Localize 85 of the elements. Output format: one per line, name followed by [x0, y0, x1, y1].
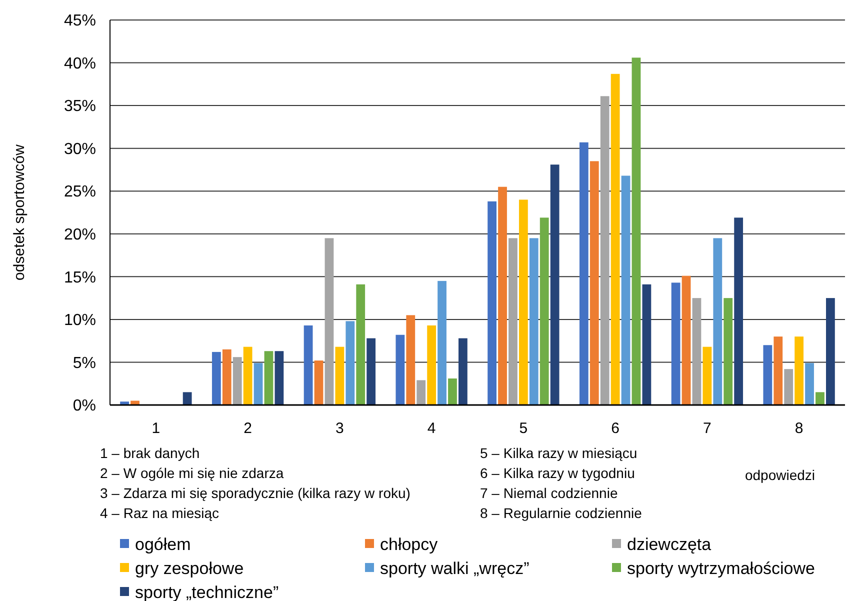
x-tick-label: 5	[519, 420, 528, 437]
bar	[264, 351, 274, 405]
bar	[702, 346, 712, 405]
x-tick-label: 1	[152, 420, 160, 437]
y-tick-label: 5%	[72, 354, 96, 372]
bar	[550, 164, 560, 405]
bar	[763, 345, 772, 405]
bar	[488, 201, 496, 405]
y-tick-label: 0%	[72, 398, 96, 415]
text: 8 – Regularnie codziennie	[480, 505, 642, 521]
bar	[427, 325, 436, 405]
y-tick-label: 30%	[64, 140, 96, 158]
bar	[498, 186, 507, 405]
legend-label: ogółem	[135, 534, 191, 554]
text: 7 – Niemal codziennie	[480, 485, 618, 501]
bar	[621, 176, 630, 405]
bar	[416, 380, 426, 405]
text: 4 – Raz na miesiąc	[100, 505, 220, 521]
bar	[692, 298, 702, 405]
bar	[816, 392, 824, 405]
y-tick-label: 25%	[64, 184, 96, 201]
bar	[346, 321, 355, 405]
legend-label: dziewczęta	[627, 534, 712, 554]
bar	[222, 349, 232, 405]
bar	[682, 276, 691, 405]
bar	[671, 282, 680, 405]
x-axis-title: odpowiedzi	[744, 467, 816, 483]
bar	[579, 142, 588, 405]
bar	[600, 96, 610, 405]
bar	[826, 298, 835, 405]
x-tick-label: 2	[244, 420, 252, 437]
bar	[182, 392, 192, 405]
bar	[324, 238, 334, 405]
legend-label: sporty wytrzymałościowe	[627, 558, 815, 578]
y-tick-label: 20%	[64, 226, 96, 244]
bar	[232, 357, 242, 405]
bar	[438, 280, 446, 405]
bar	[304, 325, 313, 405]
bar	[356, 284, 366, 405]
x-tick-label: 8	[794, 420, 804, 437]
bar	[448, 378, 457, 405]
bar	[529, 238, 538, 405]
bar	[406, 315, 416, 405]
text: 6 – Kilka razy w tygodniu	[480, 465, 635, 481]
bar	[794, 336, 804, 405]
x-tick-label: 3	[336, 420, 344, 437]
text: 3 – Zdarza mi się sporadycznie (kilka razy w roku)	[100, 485, 410, 501]
y-axis-title: odsetek sportowców	[11, 144, 28, 280]
y-tick-label: 40%	[64, 55, 96, 72]
bar	[458, 338, 468, 405]
bar	[518, 200, 528, 405]
bar	[212, 352, 221, 405]
bar	[366, 338, 376, 405]
bar	[396, 334, 405, 405]
bar	[642, 284, 652, 405]
legend-label: chłopcy	[380, 534, 438, 554]
bar	[540, 218, 549, 405]
text: 1 – brak danych	[100, 445, 200, 461]
bar	[774, 336, 783, 405]
bar	[314, 360, 324, 405]
bar	[243, 346, 252, 405]
text: 2 – W ogóle mi się nie zdarza	[100, 465, 284, 481]
bar	[590, 161, 599, 405]
x-tick-label: 6	[611, 420, 620, 437]
bar	[610, 74, 620, 405]
bar	[274, 351, 284, 405]
x-tick-label: 7	[703, 420, 712, 437]
bar	[805, 363, 814, 405]
bar	[130, 400, 140, 405]
y-tick-label: 10%	[64, 312, 96, 330]
legend-label: sporty walki „wręcz”	[380, 558, 530, 578]
legend-label: gry zespołowe	[135, 558, 244, 578]
x-tick-label: 4	[427, 420, 436, 437]
bar	[784, 369, 794, 405]
bar	[632, 58, 641, 405]
y-tick-label: 15%	[64, 269, 96, 286]
bar	[734, 218, 744, 405]
bar	[335, 346, 344, 405]
bar	[508, 238, 518, 405]
text: 5 – Kilka razy w miesiącu	[480, 445, 638, 461]
y-tick-label: 35%	[64, 98, 96, 116]
bar	[724, 298, 733, 405]
y-tick-label: 45%	[64, 12, 96, 30]
bar	[713, 238, 722, 405]
bar	[254, 363, 263, 405]
